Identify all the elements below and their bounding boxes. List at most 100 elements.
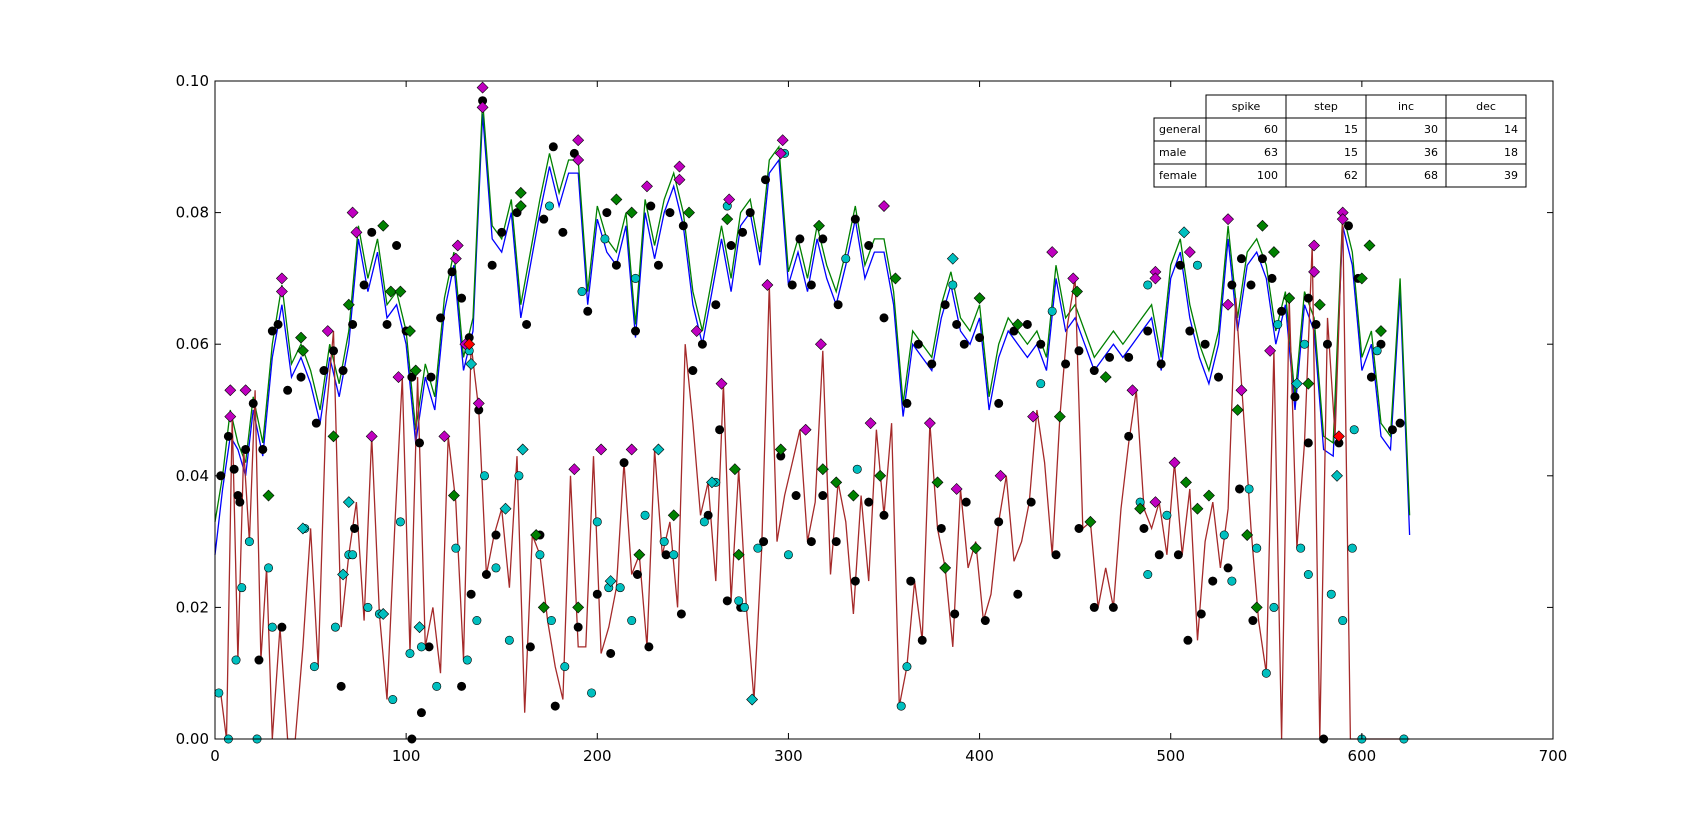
- green-diamond-marker: [721, 213, 734, 226]
- black-circle-marker: [283, 385, 293, 395]
- black-circle-marker: [359, 280, 369, 290]
- black-circle-marker: [1154, 550, 1164, 560]
- black-circle-marker: [248, 398, 258, 408]
- black-circle-marker: [879, 313, 889, 323]
- green-diamond-marker: [537, 601, 550, 614]
- magenta-diamond-marker: [878, 200, 890, 212]
- black-circle-marker: [296, 372, 306, 382]
- cyan-circle-marker: [416, 642, 426, 652]
- black-circle-marker: [1267, 273, 1277, 283]
- green-diamond-marker: [514, 200, 527, 212]
- black-circle-marker: [1343, 221, 1353, 231]
- axes: 0 100 200 300 400 500 600 700 0.00 0.02 0.04 0.06 0.…: [176, 72, 1568, 765]
- green-diamond-marker: [1268, 246, 1280, 259]
- green-diamond-marker: [889, 272, 902, 285]
- cyan-circle-marker: [1219, 530, 1229, 540]
- x-tick-label: 300: [774, 747, 803, 765]
- cyan-circle-marker: [753, 543, 763, 553]
- black-circle-marker: [1236, 254, 1246, 264]
- black-circle-marker: [569, 148, 579, 158]
- black-circle-marker: [795, 234, 805, 244]
- magenta-diamond-marker: [1067, 272, 1080, 285]
- cyan-diamond-marker: [1178, 226, 1191, 239]
- y-tick-label: 0.04: [176, 467, 209, 485]
- black-circle-marker: [665, 208, 675, 218]
- y-tick-label: 0.08: [176, 204, 209, 222]
- cyan-diamond-marker: [1290, 377, 1303, 390]
- cyan-circle-marker: [659, 537, 669, 547]
- magenta-diamond-marker: [572, 134, 585, 147]
- cyan-circle-marker: [734, 596, 744, 606]
- black-circle-marker: [697, 339, 707, 349]
- black-circle-marker: [277, 622, 287, 632]
- cyan-circle-marker: [1303, 569, 1313, 579]
- black-circle-marker: [1108, 602, 1118, 612]
- black-circle-marker: [831, 537, 841, 547]
- black-circle-marker: [1387, 425, 1397, 435]
- table-cell-value: 18: [1504, 146, 1518, 159]
- magenta-diamond-marker: [625, 443, 638, 456]
- magenta-diamond-marker: [365, 430, 378, 443]
- black-circle-marker: [273, 319, 283, 329]
- magenta-diamond-marker: [1046, 246, 1059, 259]
- black-circle-marker: [1185, 326, 1195, 336]
- black-circle-marker: [1248, 616, 1258, 626]
- black-circle-marker: [959, 339, 969, 349]
- magenta-diamond-marker: [994, 469, 1007, 482]
- magenta-diamond-marker: [451, 239, 464, 252]
- magenta-diamond-marker: [438, 430, 451, 443]
- black-circle-marker: [548, 142, 558, 152]
- black-circle-marker: [787, 280, 797, 290]
- green-diamond-marker: [384, 285, 397, 298]
- x-tick-label: 200: [583, 747, 612, 765]
- green-diamond-marker: [1134, 502, 1147, 515]
- cyan-circle-marker: [405, 648, 415, 658]
- cyan-circle-marker: [896, 701, 906, 711]
- green-diamond-marker: [683, 206, 695, 219]
- cyan-circle-marker: [1349, 425, 1359, 435]
- black-circle-marker: [661, 550, 671, 560]
- magenta-diamond-marker: [950, 483, 963, 495]
- black-circle-marker: [1051, 550, 1061, 560]
- table-header-dec: dec: [1476, 100, 1496, 113]
- magenta-diamond-marker: [1308, 239, 1320, 252]
- cyan-circle-marker: [699, 517, 709, 527]
- magenta-diamond-marker: [723, 193, 736, 206]
- magenta-diamond-marker: [595, 443, 608, 456]
- black-circle-marker: [1156, 359, 1166, 369]
- cyan-circle-marker: [1296, 543, 1306, 553]
- table-cell-value: 39: [1504, 169, 1518, 182]
- black-circle-marker: [416, 708, 426, 718]
- black-circle-marker: [994, 517, 1004, 527]
- table-row-label: male: [1159, 146, 1187, 159]
- cyan-circle-marker: [600, 234, 610, 244]
- cyan-diamond-marker: [342, 496, 355, 509]
- cyan-diamond-marker: [746, 693, 759, 706]
- cyan-circle-marker: [1244, 484, 1254, 494]
- magenta-diamond-marker: [572, 154, 585, 166]
- black-circle-marker: [806, 537, 816, 547]
- black-circle-marker: [1257, 254, 1267, 264]
- cyan-circle-marker: [1162, 510, 1172, 520]
- green-diamond-marker: [1375, 325, 1387, 337]
- black-circle-marker: [241, 444, 251, 454]
- black-circle-marker: [631, 326, 641, 336]
- magenta-diamond-marker: [774, 147, 787, 160]
- magenta-diamond-marker: [1168, 456, 1181, 469]
- table-row-label: general: [1159, 123, 1201, 136]
- black-circle-marker: [1395, 418, 1405, 428]
- cyan-circle-marker: [309, 662, 319, 672]
- cyan-circle-marker: [451, 543, 461, 553]
- black-circle-marker: [760, 175, 770, 185]
- black-circle-marker: [1208, 576, 1218, 586]
- black-circle-marker: [980, 616, 990, 626]
- cyan-circle-marker: [363, 602, 373, 612]
- table-cell-value: 30: [1424, 123, 1438, 136]
- magenta-diamond-marker: [673, 173, 686, 186]
- black-circle-marker: [1036, 339, 1046, 349]
- y-tick-label: 0.00: [176, 730, 209, 748]
- magenta-diamond-marker: [1222, 298, 1234, 311]
- cyan-circle-marker: [577, 287, 587, 297]
- cyan-circle-marker: [1143, 569, 1153, 579]
- black-circle-marker: [223, 431, 233, 441]
